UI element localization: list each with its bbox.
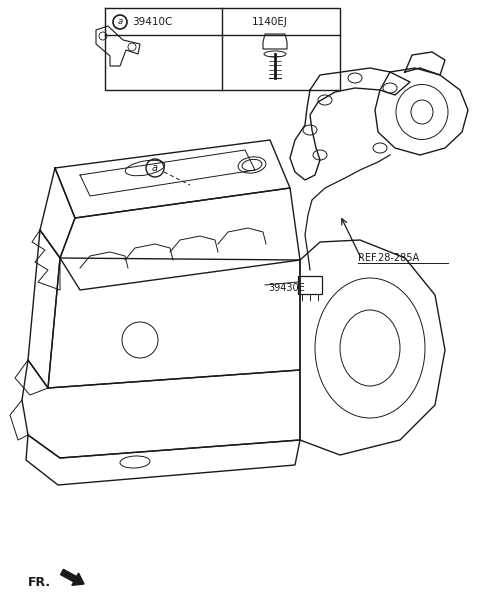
Text: a: a [118,18,122,27]
Text: REF.28-285A: REF.28-285A [358,253,419,263]
Text: FR.: FR. [28,576,51,588]
Bar [298,276,322,294]
Text: 39430E: 39430E [268,283,305,293]
Text: a: a [152,163,158,173]
FancyArrow shape [60,570,84,585]
Text: 1140EJ: 1140EJ [252,17,288,27]
Text: 39410C: 39410C [132,17,172,27]
